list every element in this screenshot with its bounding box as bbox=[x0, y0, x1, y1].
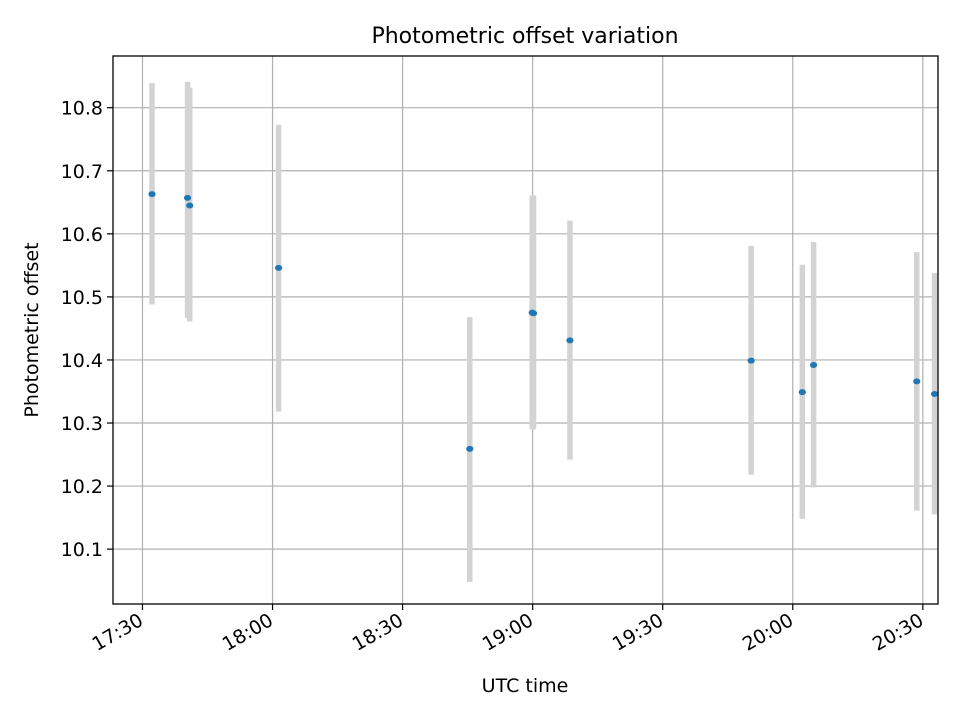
axes-frame bbox=[112, 55, 939, 605]
data-point bbox=[529, 310, 538, 317]
data-point bbox=[798, 389, 806, 396]
chart-title: Photometric offset variation bbox=[371, 24, 678, 49]
data-point bbox=[466, 445, 474, 452]
data-point bbox=[148, 191, 156, 198]
data-point bbox=[275, 264, 283, 271]
data-point bbox=[747, 357, 755, 364]
y-tick-label: 10.4 bbox=[61, 350, 103, 372]
data-point bbox=[913, 378, 921, 385]
x-axis-label: UTC time bbox=[482, 675, 569, 697]
y-tick-label: 10.8 bbox=[61, 98, 103, 120]
data-points bbox=[148, 191, 939, 452]
y-tick-label: 10.1 bbox=[61, 539, 103, 561]
data-point bbox=[809, 361, 818, 368]
data-point bbox=[183, 194, 192, 201]
y-tick-label: 10.3 bbox=[61, 413, 103, 435]
y-tick-label: 10.2 bbox=[61, 476, 103, 498]
grid bbox=[113, 56, 938, 604]
y-axis-label: Photometric offset bbox=[21, 242, 43, 417]
y-tick-label: 10.5 bbox=[61, 287, 103, 309]
data-point bbox=[930, 391, 939, 398]
data-point bbox=[186, 202, 194, 209]
data-point bbox=[566, 337, 574, 344]
y-tick-label: 10.6 bbox=[61, 224, 103, 246]
y-tick-label: 10.7 bbox=[61, 161, 103, 183]
